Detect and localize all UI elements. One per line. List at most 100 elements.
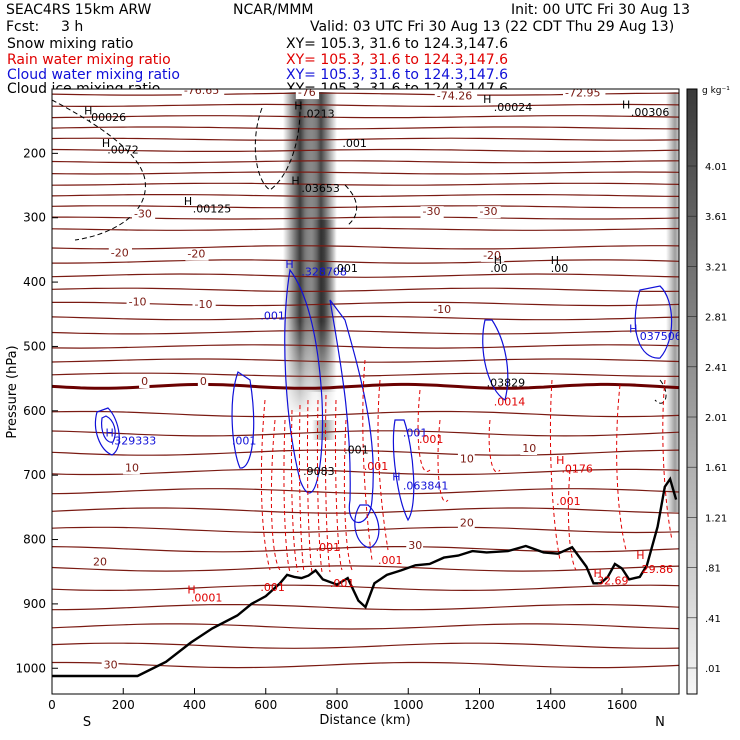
colorbar-label: .41 (705, 614, 721, 625)
extremum-marker: H (84, 105, 92, 118)
isotherm-line (52, 410, 679, 418)
cloud-water-field-label: Cloud water mixing ratio (7, 67, 180, 83)
extremum-marker: H (291, 174, 299, 187)
colorbar-label: 2.81 (705, 313, 727, 324)
ice-contour (52, 99, 146, 241)
cloud-ice-contours (52, 99, 667, 404)
extremum-marker: H (494, 254, 502, 267)
extremum-value: .0014 (494, 396, 526, 409)
temperature-contours (52, 92, 679, 669)
colorbar-scale (686, 88, 698, 695)
extremum-value: .00 (490, 262, 508, 275)
y-tick-label: 900 (23, 597, 46, 611)
isotherm-label: 30 (104, 658, 118, 671)
cloud-water-contour (231, 371, 255, 469)
extremum-value: .001 (232, 434, 257, 447)
colorbar-unit: g kg⁻¹ (702, 86, 730, 96)
x-tick-label: 1600 (607, 698, 638, 712)
endpoint-right-label: N (655, 715, 665, 730)
isotherm-label: 10 (460, 452, 474, 465)
x-tick-label: 1400 (535, 698, 566, 712)
rain-contour (549, 379, 561, 561)
isotherm-label-bg (295, 89, 320, 100)
isotherm-line (52, 642, 679, 649)
terrain-line (52, 476, 678, 678)
extremum-value: .001 (403, 427, 428, 440)
isotherm-label-bg (457, 517, 475, 530)
extremum-marker: H (392, 470, 400, 483)
isotherm-label-bg (126, 296, 150, 309)
cloud-water-contour (101, 415, 116, 443)
isotherm-line (52, 115, 679, 119)
organization-label: NCAR/MMM (233, 2, 314, 18)
snow-edge-east (666, 92, 679, 512)
isotherm-label-bg (406, 540, 424, 553)
isotherm-label: -76.65 (184, 84, 219, 97)
isotherm-line (52, 227, 679, 231)
extremum-value: .00026 (88, 111, 127, 124)
colorbar-label: 1.21 (705, 513, 727, 524)
extremum-value: .001 (419, 433, 444, 446)
extremum-value: .03829 (487, 376, 526, 389)
isotherm-label: 0 (141, 375, 148, 388)
extremum-marker: H (629, 322, 637, 335)
isotherm-line (52, 507, 679, 514)
snow-field-label: Snow mixing ratio (7, 36, 134, 52)
cloud-water-field-xy: XY= 105.3, 31.6 to 124.3,147.6 (286, 67, 509, 83)
extremum-marker: H (551, 254, 559, 267)
ice-contour (344, 184, 358, 226)
y-tick-label: 800 (23, 533, 46, 547)
forecast-hours: 3 h (61, 19, 84, 35)
isotherm-label: 20 (460, 517, 474, 530)
isotherm-label-bg (434, 90, 478, 103)
isotherm-label-bg (185, 248, 209, 261)
isotherm-label: -20 (187, 248, 205, 261)
rain-contour (417, 389, 431, 473)
isotherm-label-bg (108, 247, 132, 260)
extremum-marker: H (105, 427, 113, 440)
plot-area: -76.65 -76 -74.26 -72.95 -30 -30 -30 -20 -20 -20 -… (51, 84, 680, 695)
extremum-value: .001 (330, 577, 355, 590)
extremum-value: .001 (316, 541, 341, 554)
isotherm-line (52, 430, 679, 437)
extremum-value: 29.86 (642, 563, 674, 576)
extremum-marker: H (294, 100, 302, 113)
terrain-profile (52, 476, 678, 678)
x-tick-label: 800 (326, 698, 349, 712)
extremum-value: .329333 (111, 434, 157, 447)
x-axis-title: Distance (km) (319, 713, 410, 728)
contour-labels: -76.65 -76 -74.26 -72.95 -30 -30 -30 -20 -20 -20 -… (84, 84, 679, 672)
isotherm-label: -76 (298, 86, 316, 99)
isotherm-label-bg (181, 89, 225, 98)
extremum-value: .001 (378, 554, 403, 567)
isotherm-label-bg (139, 376, 150, 389)
isotherm-label: -10 (433, 303, 451, 316)
cloud-water-contour (354, 504, 380, 549)
extremum-value: .00 (551, 262, 569, 275)
isotherm-label-bg (477, 206, 501, 219)
isotherm-label: -20 (483, 249, 501, 262)
model-title: SEAC4RS 15km ARW (6, 2, 152, 18)
extremum-marker: H (594, 567, 602, 580)
isotherm-label: -72.95 (565, 87, 600, 100)
cloud-water-contour (392, 419, 415, 522)
rain-contour (343, 419, 353, 571)
rain-contour (306, 399, 313, 573)
extremum-value: .001 (260, 581, 285, 594)
isotherm-label-bg (197, 376, 209, 389)
isotherm-label: 30 (408, 539, 422, 552)
rain-contour (437, 419, 449, 503)
y-tick-label: 700 (23, 468, 46, 482)
isotherm-label-bg (563, 89, 606, 100)
isotherm-line (52, 216, 679, 220)
freezing-level-line (52, 382, 679, 390)
isotherm-label-bg (131, 208, 156, 221)
isotherm-label-bg (481, 249, 505, 262)
isotherm-line (52, 245, 679, 250)
x-tick-label: 1000 (393, 698, 424, 712)
rain-contour (270, 419, 281, 571)
isotherm-line (52, 315, 679, 321)
rain-contour (324, 394, 331, 573)
y-tick-label: 300 (23, 211, 46, 225)
